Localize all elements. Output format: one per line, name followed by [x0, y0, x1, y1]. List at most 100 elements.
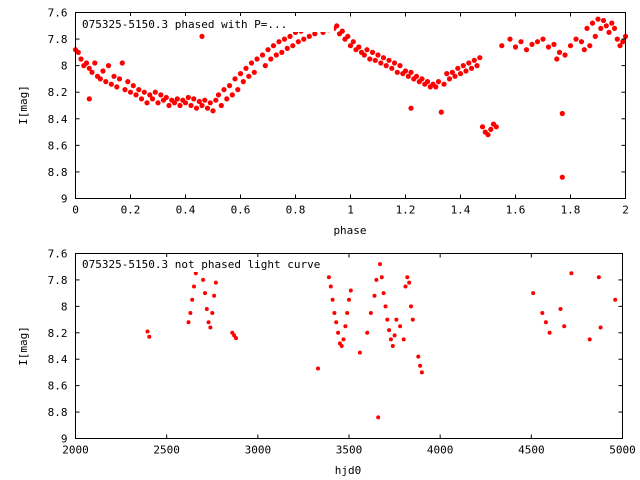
phased-data-point: [193, 105, 200, 111]
phased-data-point: [444, 71, 450, 77]
phased-data-point: [471, 57, 477, 63]
phased-data-point: [221, 87, 227, 93]
phased-data-point: [301, 36, 307, 42]
phased-data-point: [243, 65, 249, 71]
phased-data-point: [438, 109, 444, 115]
phased-scatter-points: [72, 16, 629, 180]
phased-data-point: [279, 49, 285, 56]
unphased-data-point: [147, 334, 152, 339]
phased-data-point: [116, 76, 123, 82]
unphased-x-tick-label: 5000: [609, 444, 636, 457]
unphased-data-point: [368, 311, 373, 315]
phased-data-point: [383, 63, 389, 69]
phased-data-point: [600, 17, 607, 24]
phased-data-point: [237, 71, 244, 77]
phased-data-point: [424, 79, 431, 85]
phased-data-point: [122, 87, 128, 93]
phased-data-point: [345, 33, 351, 40]
unphased-data-point: [390, 344, 395, 348]
unphased-data-point: [543, 320, 548, 325]
phased-data-point: [114, 84, 120, 90]
phased-data-point: [204, 105, 211, 111]
unphased-data-point: [405, 275, 410, 280]
phased-data-point: [229, 92, 235, 98]
phased-y-tick-label: 7.6: [48, 7, 68, 20]
unphased-axis-ticks: 2000 2500 3000 3500 4000 4500 5000 7.6 7.8 8 8.2 8.…: [48, 248, 636, 457]
phased-data-point: [100, 68, 106, 74]
unphased-x-tick-label: 4500: [518, 444, 545, 457]
unphased-data-point: [387, 328, 392, 333]
phased-data-point: [224, 96, 230, 102]
unphased-data-point: [418, 363, 423, 368]
phased-data-point: [163, 94, 169, 101]
unphased-y-tick-label: 9: [61, 433, 68, 446]
phased-data-point: [386, 57, 392, 63]
unphased-data-point: [409, 304, 413, 309]
phased-data-point: [103, 79, 109, 85]
phased-data-point: [144, 100, 150, 106]
phased-data-point: [306, 33, 312, 40]
unphased-x-tick-label: 2000: [62, 444, 89, 457]
phased-data-point: [405, 73, 411, 79]
phased-data-point: [86, 96, 92, 102]
unphased-data-point: [357, 350, 362, 355]
phased-data-point: [284, 45, 290, 52]
unphased-data-point: [598, 325, 603, 330]
unphased-data-point: [540, 311, 545, 315]
phased-data-point: [455, 65, 461, 71]
unphased-data-point: [392, 333, 397, 338]
unphased-x-axis-label: hjd0: [335, 464, 362, 477]
phased-data-point: [507, 36, 513, 42]
phased-data-point: [499, 43, 505, 49]
unphased-x-tick-label: 2500: [153, 444, 180, 457]
unphased-title-box: [80, 257, 342, 272]
phased-x-tick-label: 0.6: [231, 204, 251, 217]
unphased-data-point: [372, 293, 377, 298]
phased-x-tick-label: 0: [72, 204, 79, 217]
unphased-data-point: [145, 329, 150, 334]
phased-data-point: [394, 69, 400, 75]
phased-data-point: [518, 39, 524, 45]
phased-data-point: [554, 56, 560, 62]
phased-data-point: [614, 36, 620, 42]
phased-data-point: [196, 98, 202, 105]
phased-data-point: [312, 31, 318, 37]
phased-data-point: [248, 60, 255, 66]
phased-data-point: [119, 60, 125, 66]
phased-data-point: [378, 60, 384, 66]
phased-data-point: [485, 132, 491, 138]
phased-data-point: [375, 52, 381, 58]
phased-y-tick-label: 8.6: [48, 139, 68, 152]
phased-data-point: [276, 39, 282, 45]
phased-data-point: [191, 96, 197, 102]
phased-chart-title: 075325-5150.3 phased with P=...: [82, 18, 287, 31]
phased-data-point: [562, 52, 568, 58]
phased-data-point: [281, 36, 288, 42]
phased-data-point: [171, 100, 178, 106]
unphased-data-point: [326, 275, 331, 280]
phased-data-point: [372, 57, 378, 63]
phased-x-tick-label: 1.4: [451, 204, 471, 217]
phased-data-point: [182, 100, 189, 106]
phased-data-point: [86, 65, 92, 71]
unphased-data-point: [403, 284, 408, 289]
unphased-data-point: [569, 271, 574, 276]
unphased-data-point: [206, 320, 211, 325]
unphased-data-point: [345, 311, 350, 315]
phased-data-point: [268, 56, 274, 62]
unphased-data-point: [416, 354, 421, 359]
phased-data-point: [493, 124, 499, 130]
unphased-y-tick-label: 7.6: [48, 248, 68, 261]
unphased-data-point: [203, 291, 207, 296]
unphased-data-point: [186, 320, 191, 325]
phased-data-point: [551, 41, 557, 48]
phased-data-point: [188, 102, 194, 109]
phased-data-point: [125, 79, 131, 85]
phased-data-point: [402, 68, 409, 74]
unphased-scatter-points: [145, 259, 618, 420]
phased-data-point: [408, 105, 414, 111]
phased-data-point: [446, 76, 453, 82]
phased-data-point: [617, 43, 623, 49]
phased-data-point: [488, 126, 494, 132]
